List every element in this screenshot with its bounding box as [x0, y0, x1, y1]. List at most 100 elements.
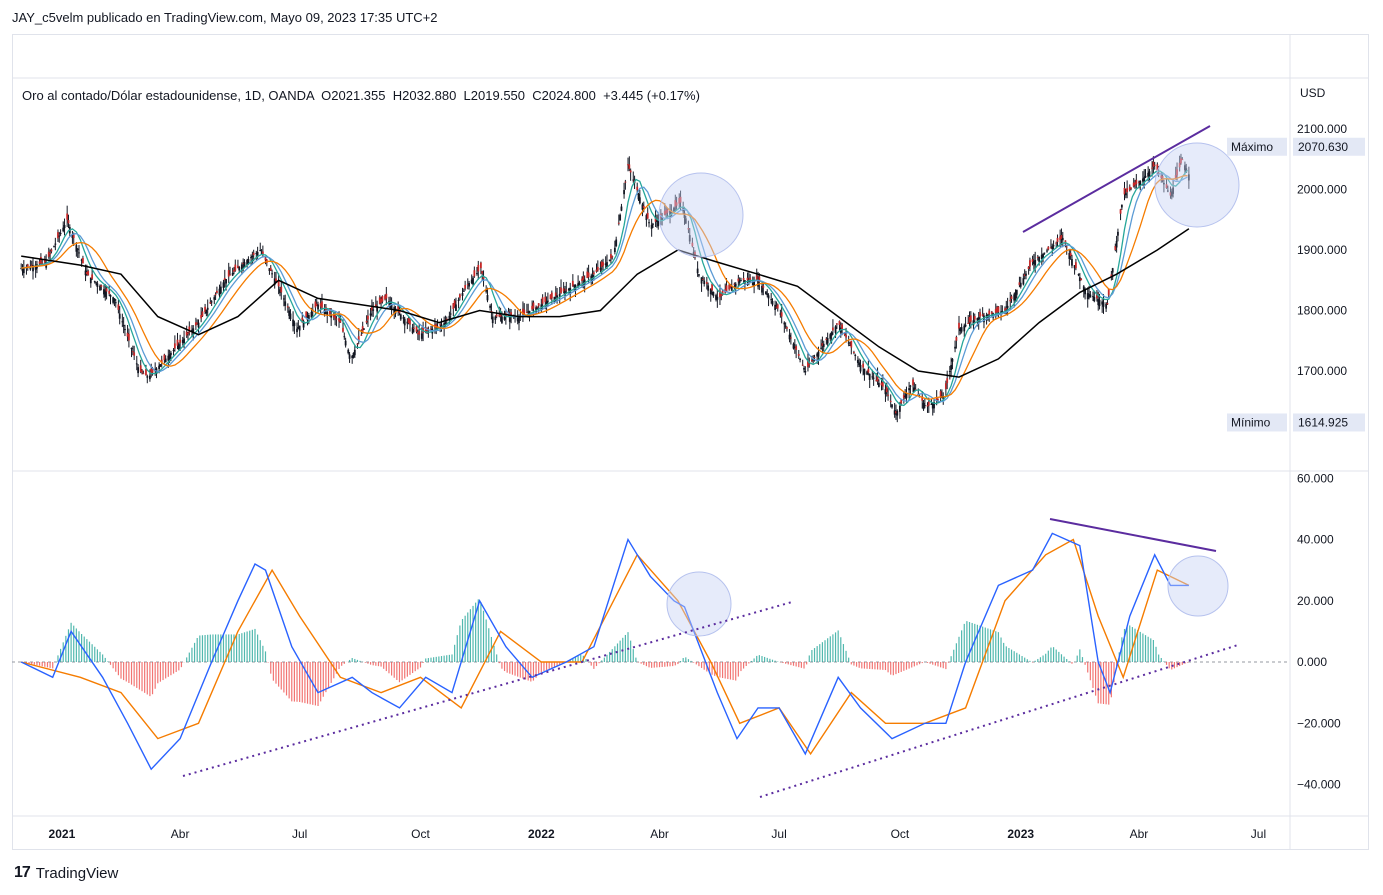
price-pane[interactable]: Máximo 2070.630 Mínimo 1614.925	[20, 125, 1365, 432]
ema-fast-line	[21, 169, 1189, 407]
price-candle	[749, 277, 752, 281]
price-candle	[599, 268, 602, 270]
price-candle	[847, 342, 850, 344]
price-axis-unit: USD	[1300, 86, 1326, 100]
price-candle	[1161, 176, 1164, 181]
price-candle	[1105, 303, 1108, 309]
price-candle	[406, 321, 409, 324]
price-candle	[422, 327, 425, 333]
macd-pane[interactable]	[12, 518, 1290, 798]
price-candle	[80, 259, 83, 261]
price-candle	[696, 268, 699, 274]
date-tick-label: 2023	[1007, 827, 1034, 841]
price-candle	[994, 308, 997, 313]
ema-mid-line	[21, 173, 1188, 403]
price-candle	[229, 274, 231, 276]
price-candle	[793, 346, 796, 348]
price-candle	[1135, 179, 1138, 185]
price-candle	[1117, 231, 1119, 236]
price-candle	[151, 368, 154, 373]
price-candle	[786, 327, 788, 329]
price-tick-label: 1800.000	[1297, 304, 1347, 318]
price-candle	[326, 311, 329, 316]
price-candle	[310, 312, 313, 318]
price-candle	[485, 289, 488, 292]
price-candle	[57, 232, 59, 239]
price-candle	[218, 288, 221, 296]
min-value-box	[1293, 413, 1365, 432]
price-candle	[82, 258, 84, 264]
price-candle	[518, 316, 520, 323]
price-candle	[560, 287, 562, 294]
min-value: 1614.925	[1298, 415, 1348, 429]
price-candle	[876, 375, 879, 382]
price-candle	[789, 337, 792, 339]
price-candle	[615, 239, 618, 246]
price-candle	[1068, 253, 1071, 259]
price-candle	[176, 339, 179, 346]
price-candle	[286, 306, 289, 308]
price-candle	[661, 216, 664, 221]
price-candle	[187, 332, 189, 335]
price-candle	[674, 200, 677, 207]
price-candle	[1032, 261, 1035, 264]
price-candle	[292, 319, 294, 327]
price-candle	[20, 268, 23, 270]
price-candle	[302, 321, 305, 328]
price-candle	[385, 293, 388, 299]
price-candle	[1043, 252, 1046, 254]
price-candle	[969, 315, 972, 322]
price-candle	[289, 313, 292, 319]
price-candle	[268, 268, 271, 272]
price-candle	[489, 305, 492, 308]
price-candle	[1050, 247, 1052, 249]
price-candle	[240, 264, 243, 271]
price-candle	[1176, 169, 1178, 176]
price-candle	[523, 309, 526, 314]
price-candle	[252, 252, 255, 256]
price-candle	[546, 300, 549, 302]
price-candle	[22, 267, 25, 274]
price-candle	[269, 267, 272, 271]
price-candle	[1143, 177, 1146, 182]
price-candle	[912, 379, 914, 386]
price-candle	[301, 317, 304, 323]
price-candle	[1088, 293, 1090, 297]
price-candle	[1013, 294, 1016, 301]
price-candle	[960, 327, 963, 332]
price-candle	[1126, 188, 1129, 193]
date-tick-label: Abr	[1130, 827, 1149, 841]
price-candle	[908, 388, 910, 391]
price-candle	[525, 312, 528, 314]
price-candle	[889, 400, 892, 402]
price-candle	[67, 220, 70, 224]
price-candle	[967, 322, 970, 324]
price-candle	[105, 288, 108, 292]
price-candle	[1023, 274, 1026, 276]
price-candle	[926, 405, 929, 407]
price-candle	[233, 270, 235, 272]
price-candle	[838, 320, 841, 326]
price-candle	[1005, 308, 1008, 310]
price-candle	[709, 288, 712, 295]
price-candle	[862, 363, 865, 368]
price-candle	[170, 352, 172, 355]
price-candle	[499, 314, 502, 317]
price-candle	[1006, 305, 1009, 308]
price-candle	[231, 272, 234, 276]
price-candle	[779, 313, 782, 315]
price-candle	[1185, 168, 1188, 173]
price-candle	[204, 306, 206, 313]
price-candle	[100, 285, 103, 287]
price-candle	[243, 262, 246, 268]
price-candle	[185, 331, 188, 336]
price-candle	[298, 325, 301, 331]
price-candle	[573, 285, 576, 287]
price-candle	[435, 324, 438, 327]
macd-tick-label: 0.000	[1297, 655, 1327, 669]
price-candle	[205, 309, 208, 314]
price-candle	[466, 284, 469, 286]
price-candle	[122, 325, 125, 327]
price-candle	[654, 218, 657, 222]
